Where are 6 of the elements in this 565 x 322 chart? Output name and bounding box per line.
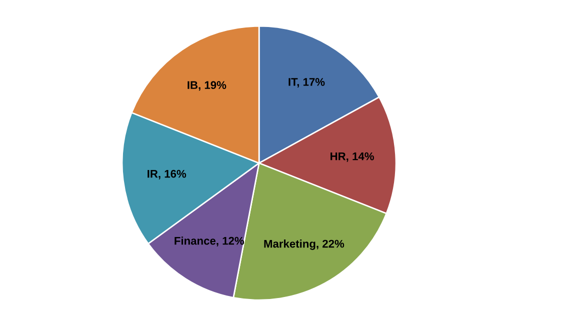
slice-label: IR, 16% bbox=[148, 170, 186, 180]
slice-label: Marketing, 22% bbox=[264, 240, 344, 250]
slice-label: HR, 14% bbox=[330, 152, 374, 162]
slice-label: IB, 19% bbox=[188, 81, 226, 91]
slice-label: Finance, 12% bbox=[174, 236, 244, 246]
slice-label: IT, 17% bbox=[288, 78, 325, 88]
